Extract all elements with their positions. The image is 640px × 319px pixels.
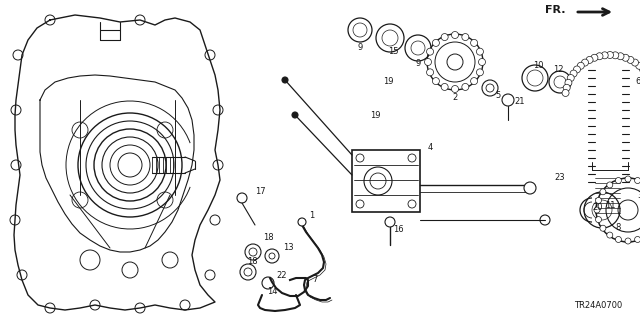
- Circle shape: [479, 58, 486, 65]
- Circle shape: [595, 217, 602, 223]
- FancyBboxPatch shape: [352, 150, 420, 212]
- Circle shape: [424, 58, 431, 65]
- Text: 7: 7: [312, 276, 317, 285]
- Circle shape: [385, 217, 395, 227]
- Text: 19: 19: [383, 78, 393, 86]
- Circle shape: [282, 77, 288, 83]
- Circle shape: [462, 33, 469, 41]
- Circle shape: [573, 66, 580, 73]
- Text: 18: 18: [246, 257, 257, 266]
- Circle shape: [612, 52, 619, 59]
- Circle shape: [433, 40, 440, 46]
- Circle shape: [601, 52, 608, 59]
- Circle shape: [451, 85, 458, 93]
- Circle shape: [451, 32, 458, 39]
- Circle shape: [632, 59, 639, 66]
- Circle shape: [594, 207, 600, 213]
- Circle shape: [636, 62, 640, 69]
- Circle shape: [596, 53, 603, 60]
- Text: 17: 17: [255, 188, 266, 197]
- Text: 16: 16: [393, 226, 403, 234]
- Circle shape: [635, 236, 640, 242]
- Circle shape: [635, 177, 640, 183]
- Text: 15: 15: [388, 48, 398, 56]
- Circle shape: [292, 112, 298, 118]
- Circle shape: [570, 70, 577, 77]
- Circle shape: [470, 40, 477, 46]
- Circle shape: [441, 33, 448, 41]
- Text: 6: 6: [636, 78, 640, 86]
- Circle shape: [617, 53, 624, 60]
- Circle shape: [426, 48, 433, 55]
- Circle shape: [563, 84, 570, 91]
- Circle shape: [567, 75, 574, 82]
- Circle shape: [600, 225, 606, 231]
- Text: 23: 23: [555, 174, 565, 182]
- Text: 21: 21: [515, 98, 525, 107]
- Circle shape: [476, 69, 483, 76]
- Circle shape: [441, 84, 448, 91]
- Circle shape: [622, 54, 629, 61]
- Circle shape: [616, 177, 621, 183]
- Text: 2: 2: [452, 93, 458, 102]
- Text: 20: 20: [593, 204, 604, 212]
- Text: 4: 4: [428, 144, 433, 152]
- Text: 10: 10: [532, 61, 543, 70]
- Text: 12: 12: [553, 65, 563, 75]
- Text: 14: 14: [267, 287, 277, 296]
- FancyArrowPatch shape: [578, 9, 609, 15]
- Circle shape: [524, 182, 536, 194]
- Circle shape: [298, 218, 306, 226]
- Circle shape: [577, 62, 584, 69]
- Circle shape: [625, 238, 631, 244]
- Text: 13: 13: [283, 243, 293, 253]
- Circle shape: [616, 236, 621, 242]
- Text: FR.: FR.: [545, 5, 565, 15]
- Circle shape: [237, 193, 247, 203]
- Circle shape: [476, 48, 483, 55]
- Circle shape: [426, 69, 433, 76]
- Text: 9: 9: [357, 42, 363, 51]
- Circle shape: [462, 84, 469, 91]
- Text: 11: 11: [605, 201, 615, 210]
- Circle shape: [565, 79, 572, 86]
- Circle shape: [607, 51, 614, 58]
- Text: 8: 8: [615, 224, 621, 233]
- Circle shape: [433, 78, 440, 85]
- Circle shape: [600, 189, 606, 195]
- Text: 19: 19: [370, 110, 380, 120]
- Text: TR24A0700: TR24A0700: [574, 300, 622, 309]
- Circle shape: [607, 232, 612, 238]
- Text: 3: 3: [637, 190, 640, 199]
- Text: 1: 1: [309, 211, 315, 219]
- Circle shape: [470, 78, 477, 85]
- Circle shape: [591, 54, 598, 61]
- Text: 22: 22: [276, 271, 287, 280]
- Circle shape: [607, 182, 612, 188]
- Text: 9: 9: [415, 58, 420, 68]
- Circle shape: [627, 56, 634, 63]
- Circle shape: [582, 59, 589, 66]
- Circle shape: [562, 89, 569, 96]
- Circle shape: [586, 56, 593, 63]
- Text: 5: 5: [495, 92, 500, 100]
- Text: 18: 18: [262, 234, 273, 242]
- Circle shape: [625, 176, 631, 182]
- Circle shape: [595, 197, 602, 204]
